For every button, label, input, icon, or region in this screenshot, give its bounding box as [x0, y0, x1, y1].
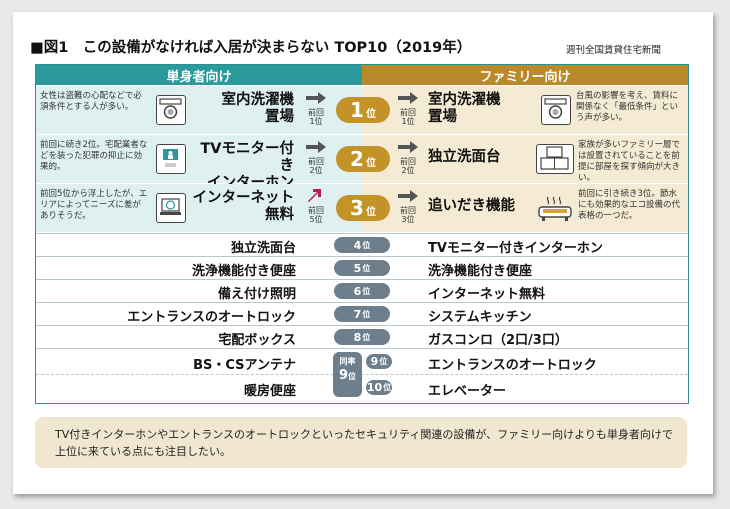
- single-prev-rank: 前回 1位: [308, 108, 324, 126]
- single-note: 女性は盗難の心配などで必須条件とする人が多い。: [40, 91, 142, 112]
- family-feature: 室内洗濯機 置場: [428, 92, 501, 125]
- tie-rank-badge: 同率 9位: [333, 352, 362, 397]
- arrow-right-icon: [306, 92, 326, 104]
- family-prev-rank: 前回 3位: [400, 206, 416, 224]
- washing-machine-icon: [156, 95, 186, 125]
- source-credit: 週刊全国賃貸住宅新聞: [566, 45, 662, 56]
- arrow-right-icon: [398, 92, 418, 104]
- family-item: 洗浄機能付き便座: [428, 264, 533, 279]
- family-item: ガスコンロ（2口/3口）: [428, 333, 568, 348]
- arrow-right-icon: [398, 190, 418, 202]
- washing-machine-icon: [541, 95, 571, 125]
- single-prev-rank: 前回 5位: [308, 206, 324, 224]
- single-item: 独立洗面台: [230, 241, 296, 256]
- single-prev-rank: 前回 2位: [308, 157, 324, 175]
- family-item: インターネット無料: [428, 287, 546, 302]
- family-item: システムキッチン: [428, 310, 532, 325]
- family-feature: 追いだき機能: [428, 198, 515, 214]
- single-item: 洗浄機能付き便座: [191, 264, 296, 279]
- family-header: ファミリー向け: [362, 65, 688, 85]
- family-prev-rank: 前回 2位: [400, 157, 416, 175]
- single-feature: インターネット 無料: [192, 190, 295, 223]
- table-row: 暖房便座 10 位 エレベーター: [36, 374, 688, 402]
- figure-title: ■図1 この設備がなければ入居が決まらない TOP10（2019年）: [30, 40, 472, 56]
- single-note: 前回に続き2位。宅配業者などを装った犯罪の抑止に効果的。: [40, 140, 148, 172]
- family-note: 家族が多いファミリー層では設置されていることを前提に部屋を探す傾向が大きい。: [578, 140, 681, 183]
- family-item: TVモニター付きインターホン: [428, 241, 603, 256]
- single-header: 単身者向け: [36, 65, 362, 85]
- family-item: エレベーター: [428, 384, 507, 399]
- family-prev-rank: 前回 1位: [400, 108, 416, 126]
- rank-3-band: 前回5位から浮上したが、エリアによってニーズに差がありそうだ。 インターネット無…: [36, 184, 688, 232]
- single-item: エントランスのオートロック: [127, 310, 296, 325]
- rank-2-band: 前回に続き2位。宅配業者などを装った犯罪の抑止に効果的。 TVモニター付き インタ…: [36, 135, 688, 191]
- bathtub-icon: [536, 195, 574, 223]
- single-feature: 室内洗濯機 置場: [221, 92, 295, 125]
- single-item: BS・CSアンテナ: [193, 358, 296, 373]
- family-item: エントランスのオートロック: [428, 358, 597, 373]
- tv-intercom-icon: [156, 144, 186, 174]
- single-item: 暖房便座: [243, 384, 296, 399]
- ranking-table: 単身者向け ファミリー向け 女性は盗難の心配などで必須条件とする人が多い。 室内…: [35, 64, 689, 404]
- single-item: 備え付け照明: [217, 287, 296, 302]
- family-feature: 独立洗面台: [428, 149, 501, 165]
- single-note: 前回5位から浮上したが、エリアによってニーズに差がありそうだ。: [40, 189, 148, 221]
- arrow-right-icon: [398, 141, 418, 153]
- family-note: 前回に引き続き3位。節水にも効果的なエコ設備の代表格の一つだ。: [578, 189, 681, 221]
- family-note: 台風の影響を考え、賃料に関係なく「最低条件」という声が多い。: [576, 91, 679, 123]
- arrow-up-right-icon: [308, 189, 321, 202]
- arrow-right-icon: [306, 141, 326, 153]
- laptop-icon: [156, 193, 186, 223]
- single-item: 宅配ボックス: [218, 333, 296, 348]
- comment-text: TV付きインターホンやエントランスのオートロックといったセキュリティ関連の設備が…: [55, 428, 673, 458]
- comment-box: TV付きインターホンやエントランスのオートロックといったセキュリティ関連の設備が…: [35, 417, 687, 468]
- rank-pill: 10 位: [366, 380, 392, 395]
- vanity-icon: [536, 144, 574, 174]
